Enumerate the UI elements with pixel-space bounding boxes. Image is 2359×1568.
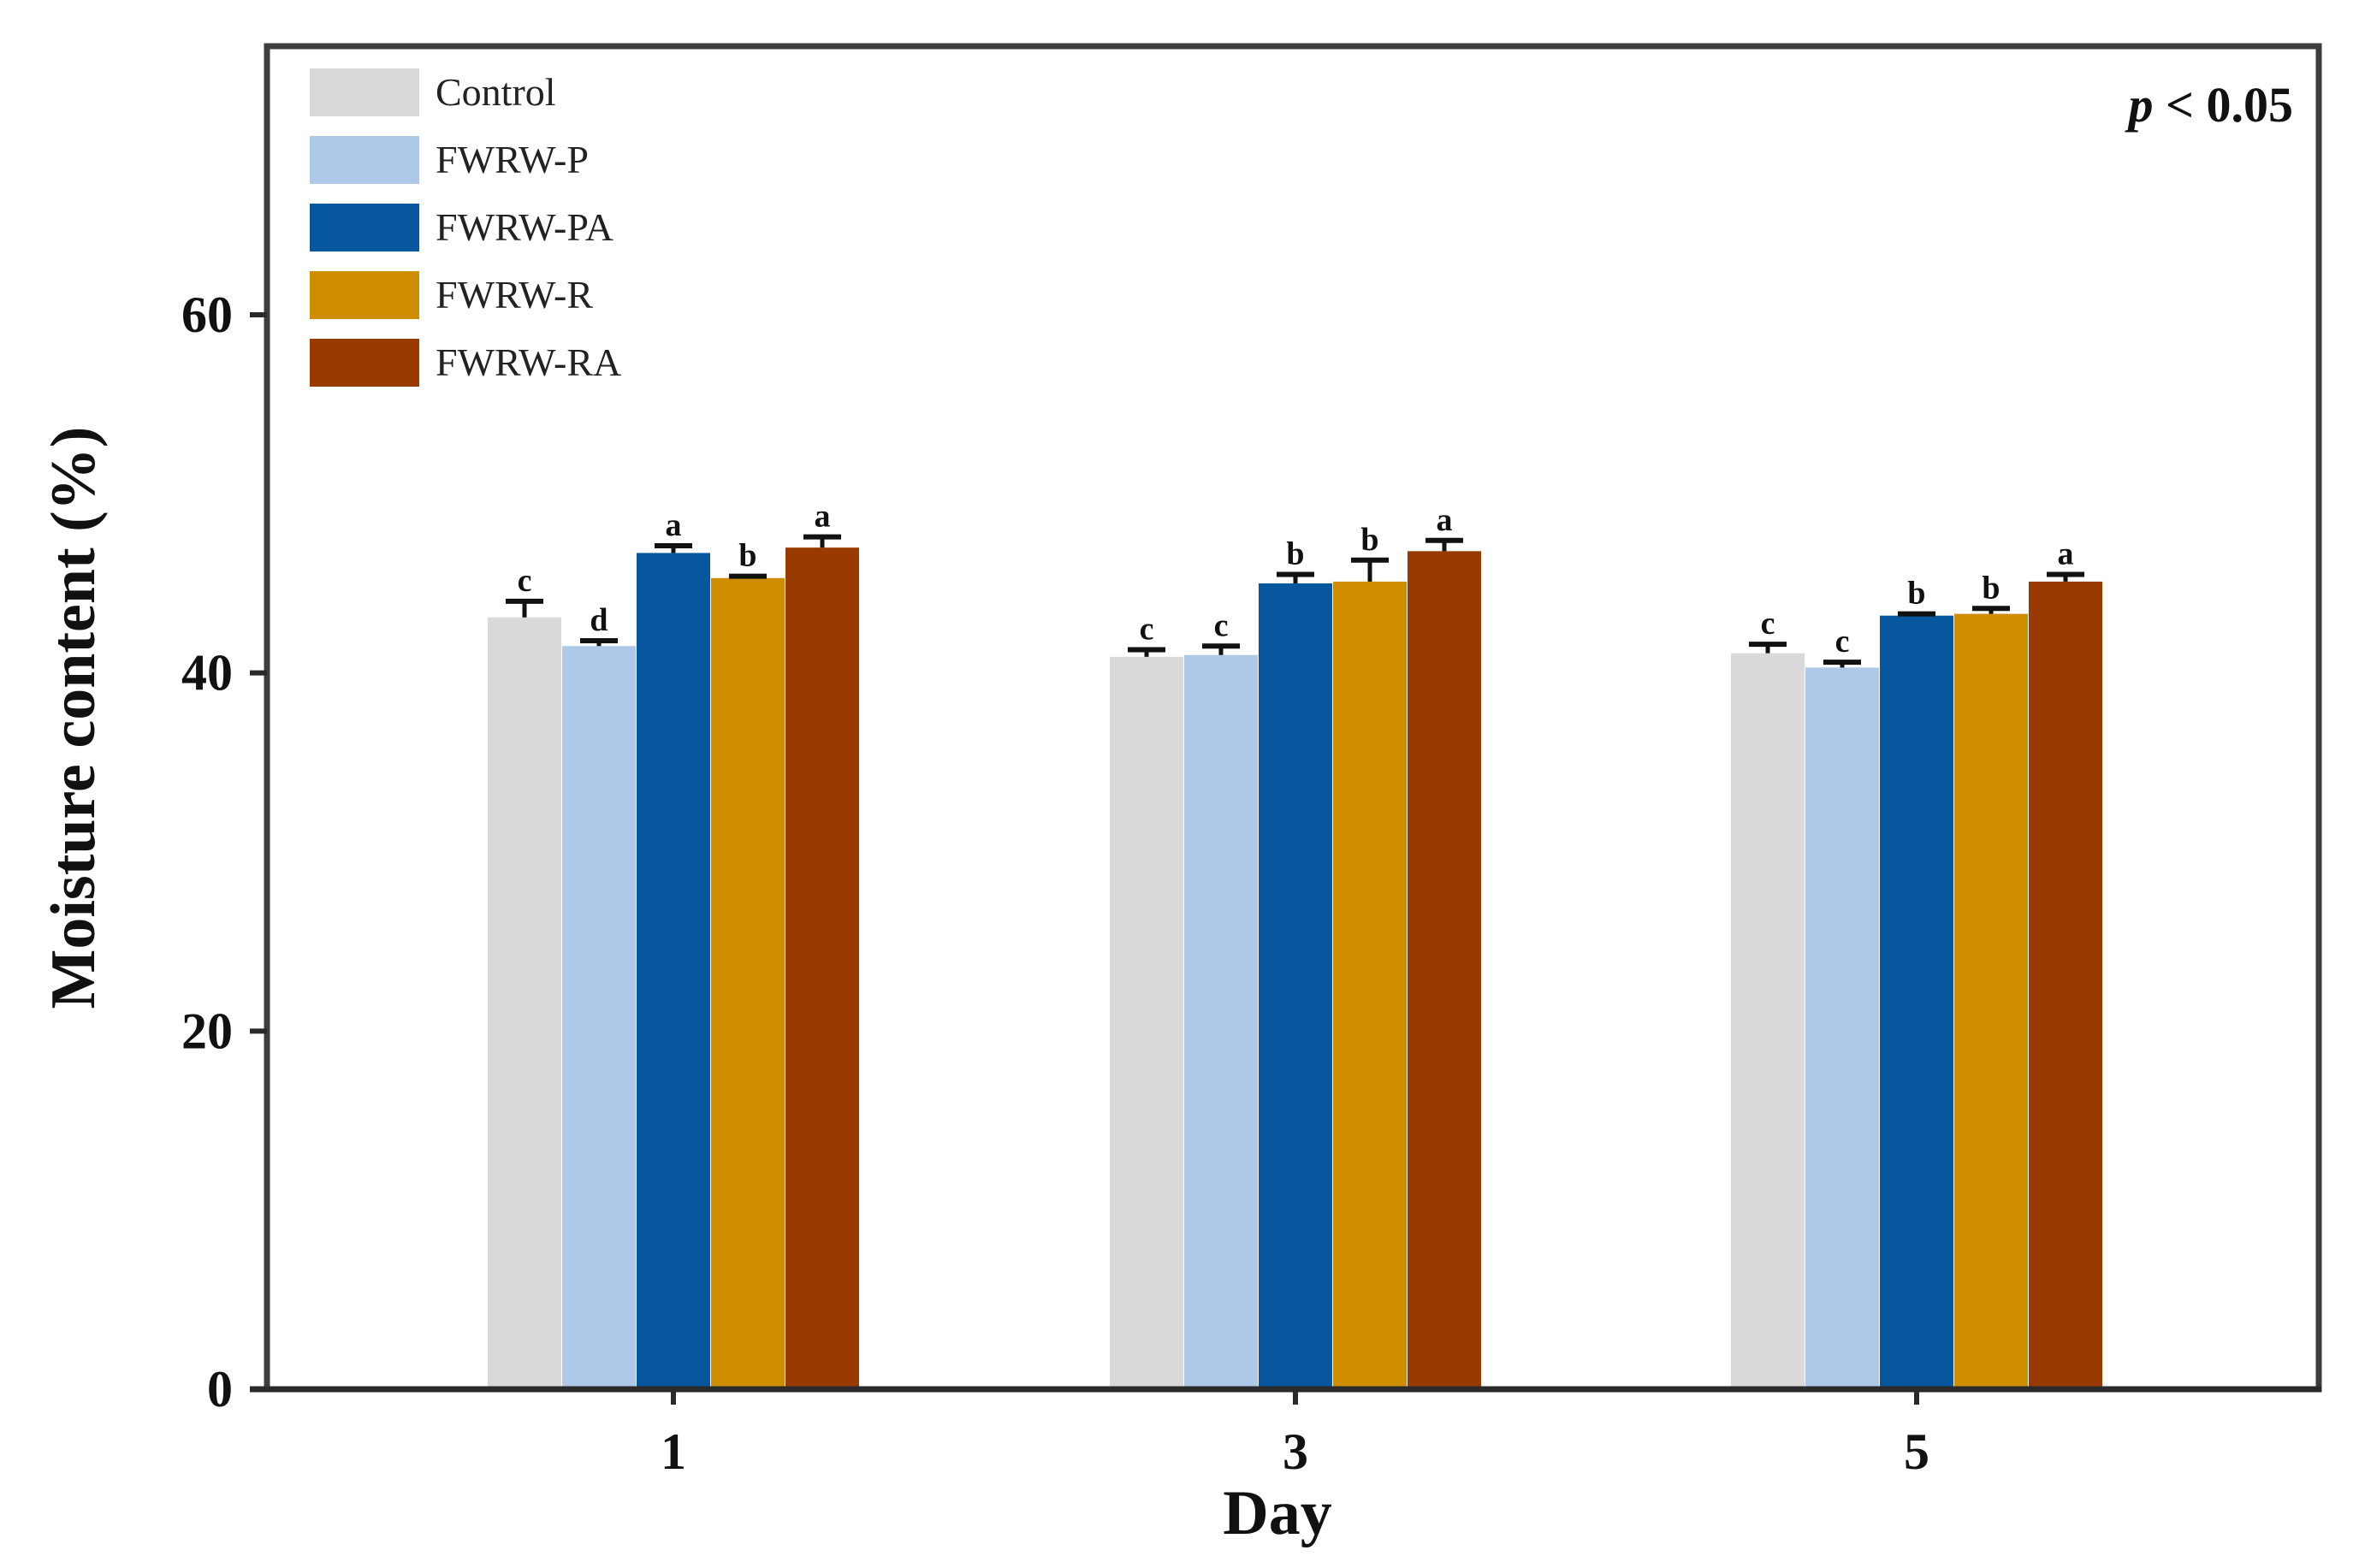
bar-fwrw-pa-day-1 <box>637 553 710 1389</box>
y-tick-label: 60 <box>181 287 233 343</box>
bar-fwrw-r-day-5 <box>1954 613 2028 1389</box>
legend-swatch-fwrw-p <box>310 136 419 184</box>
legend-label-fwrw-r: FWRW-R <box>436 273 593 317</box>
significance-letter: a <box>815 499 831 535</box>
legend-label-fwrw-p: FWRW-P <box>436 138 589 181</box>
legend-label-fwrw-pa: FWRW-PA <box>436 205 613 249</box>
bar-control-day-1 <box>488 617 561 1389</box>
significance-letter: c <box>1214 607 1229 643</box>
bar-control-day-5 <box>1731 653 1805 1389</box>
significance-letter: c <box>1761 606 1775 642</box>
y-tick-label: 20 <box>181 1003 233 1059</box>
legend-swatch-control <box>310 68 419 116</box>
bar-fwrw-r-day-1 <box>711 577 785 1389</box>
significance-letter: b <box>1982 570 2000 606</box>
significance-letter: d <box>590 602 608 638</box>
significance-letter: a <box>666 507 682 543</box>
p-value-symbol: p <box>2124 77 2153 133</box>
bar-fwrw-ra-day-1 <box>785 547 859 1389</box>
legend-swatch-fwrw-r <box>310 271 419 319</box>
bar-fwrw-r-day-3 <box>1333 581 1407 1389</box>
bar-fwrw-pa-day-5 <box>1880 615 1953 1389</box>
legend-swatch-fwrw-ra <box>310 339 419 387</box>
bar-fwrw-p-day-3 <box>1184 654 1258 1389</box>
significance-letter: a <box>2058 536 2074 572</box>
significance-letter: c <box>1140 611 1154 647</box>
bar-fwrw-p-day-5 <box>1805 667 1879 1389</box>
legend-label-control: Control <box>436 70 556 114</box>
significance-letter: b <box>738 538 756 574</box>
p-value-threshold: < 0.05 <box>2153 77 2293 133</box>
bar-fwrw-p-day-1 <box>562 646 636 1389</box>
bar-control-day-3 <box>1110 656 1183 1389</box>
y-axis-title: Moisture content (%) <box>39 427 109 1009</box>
significance-letter: b <box>1907 576 1925 612</box>
y-tick-label: 0 <box>207 1361 233 1417</box>
bar-fwrw-ra-day-5 <box>2029 581 2102 1389</box>
bar-fwrw-ra-day-3 <box>1408 551 1481 1389</box>
significance-letter: c <box>518 563 532 599</box>
legend-label-fwrw-ra: FWRW-RA <box>436 340 621 384</box>
bar-fwrw-pa-day-3 <box>1259 583 1332 1389</box>
significance-letter: c <box>1835 624 1850 660</box>
x-axis-title: Day <box>1223 1478 1331 1548</box>
p-value-annotation: p < 0.05 <box>2124 77 2293 133</box>
significance-letter: b <box>1286 536 1304 572</box>
significance-letter: b <box>1360 522 1378 558</box>
significance-letter: a <box>1437 502 1453 538</box>
x-tick-label: 1 <box>661 1423 686 1480</box>
x-tick-label: 5 <box>1904 1423 1929 1480</box>
legend-swatch-fwrw-pa <box>310 204 419 251</box>
y-tick-label: 40 <box>181 645 233 701</box>
x-tick-label: 3 <box>1283 1423 1308 1480</box>
